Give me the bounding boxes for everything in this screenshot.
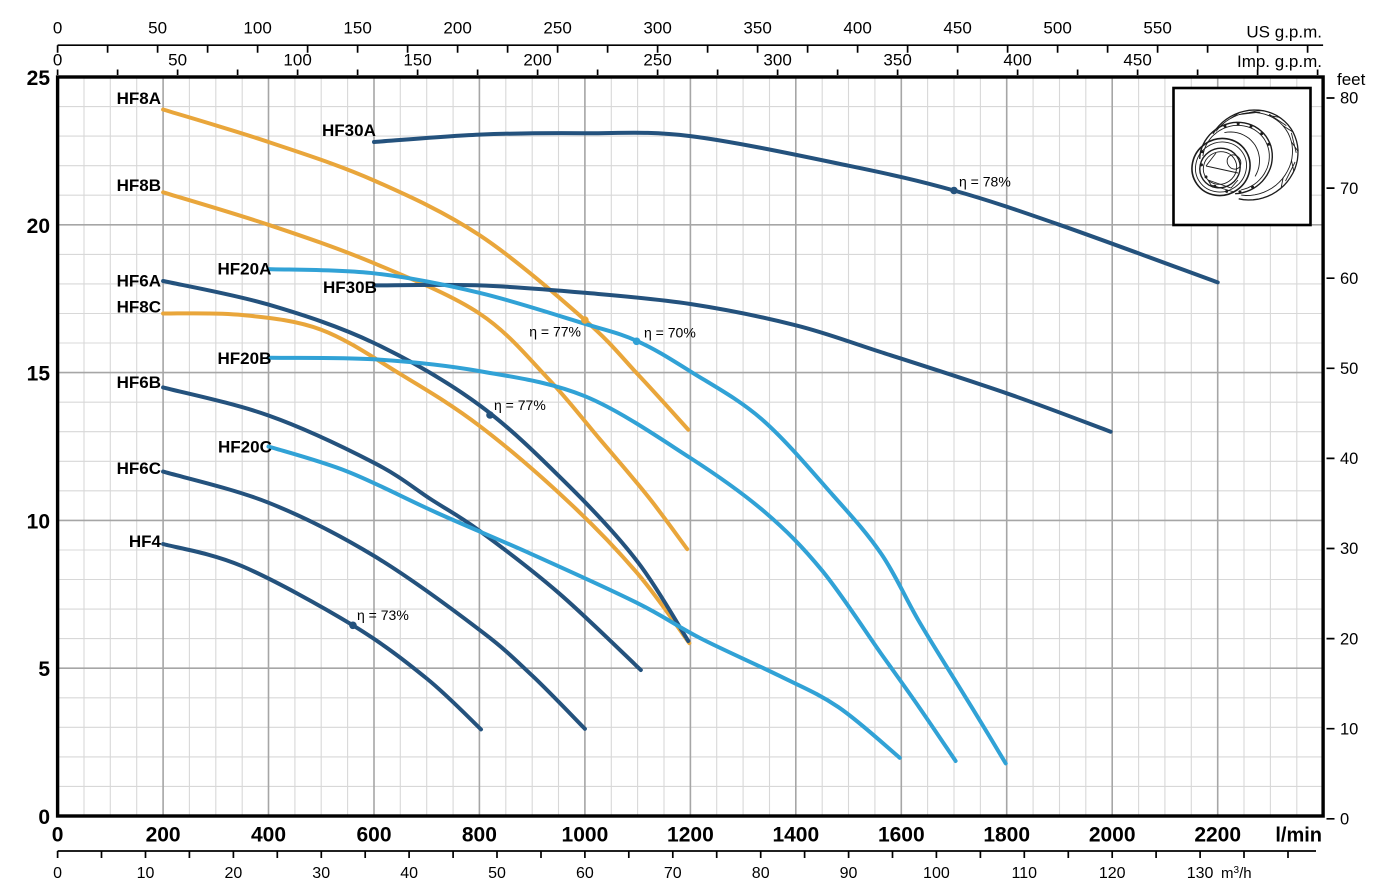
svg-text:η = 70%: η = 70%	[644, 325, 696, 341]
svg-text:feet: feet	[1337, 70, 1366, 89]
svg-text:350: 350	[743, 19, 771, 38]
svg-text:600: 600	[356, 824, 391, 847]
svg-text:40: 40	[400, 865, 418, 882]
svg-text:1000: 1000	[562, 824, 609, 847]
svg-text:HF30B: HF30B	[323, 278, 377, 297]
svg-text:0: 0	[53, 19, 62, 38]
svg-text:400: 400	[1003, 51, 1031, 70]
svg-text:300: 300	[763, 51, 791, 70]
svg-text:90: 90	[840, 865, 858, 882]
svg-text:130: 130	[1187, 865, 1214, 882]
svg-text:60: 60	[576, 865, 594, 882]
svg-text:2000: 2000	[1089, 824, 1136, 847]
svg-text:HF8B: HF8B	[117, 176, 161, 195]
svg-text:80: 80	[752, 865, 770, 882]
svg-text:100: 100	[243, 19, 271, 38]
svg-text:250: 250	[543, 19, 571, 38]
svg-text:80: 80	[1340, 90, 1358, 108]
svg-text:5: 5	[38, 658, 50, 681]
svg-text:25: 25	[27, 67, 51, 90]
svg-text:HF20A: HF20A	[218, 260, 272, 279]
svg-text:US g.p.m.: US g.p.m.	[1246, 23, 1322, 42]
svg-text:400: 400	[251, 824, 286, 847]
svg-text:HF8C: HF8C	[117, 298, 161, 317]
svg-text:100: 100	[923, 865, 950, 882]
svg-text:450: 450	[943, 19, 971, 38]
svg-text:15: 15	[27, 363, 51, 386]
svg-text:120: 120	[1099, 865, 1126, 882]
svg-text:450: 450	[1123, 51, 1151, 70]
svg-text:1400: 1400	[772, 824, 819, 847]
svg-text:200: 200	[443, 19, 471, 38]
svg-text:50: 50	[168, 51, 187, 70]
svg-text:0: 0	[52, 824, 64, 847]
svg-text:HF6B: HF6B	[117, 373, 161, 392]
svg-text:l/min: l/min	[1275, 825, 1322, 847]
svg-text:60: 60	[1340, 270, 1358, 288]
svg-text:300: 300	[643, 19, 671, 38]
svg-text:500: 500	[1043, 19, 1071, 38]
svg-text:20: 20	[27, 215, 50, 238]
svg-text:10: 10	[137, 865, 155, 882]
svg-text:0: 0	[53, 865, 62, 882]
svg-text:250: 250	[643, 51, 671, 70]
svg-text:550: 550	[1143, 19, 1171, 38]
svg-text:1600: 1600	[878, 824, 925, 847]
svg-text:30: 30	[1340, 540, 1358, 558]
svg-text:200: 200	[146, 824, 181, 847]
svg-text:40: 40	[1340, 450, 1358, 468]
svg-text:HF30A: HF30A	[322, 121, 376, 140]
svg-text:HF20B: HF20B	[218, 349, 272, 368]
svg-text:50: 50	[148, 19, 167, 38]
svg-text:50: 50	[488, 865, 506, 882]
svg-text:HF6A: HF6A	[117, 272, 161, 291]
svg-text:20: 20	[1340, 630, 1358, 648]
svg-text:400: 400	[843, 19, 871, 38]
svg-text:2200: 2200	[1194, 824, 1241, 847]
svg-text:Imp. g.p.m.: Imp. g.p.m.	[1237, 52, 1322, 71]
svg-text:0: 0	[53, 51, 62, 70]
svg-text:η = 73%: η = 73%	[357, 607, 409, 623]
svg-text:0: 0	[1340, 811, 1349, 829]
svg-text:150: 150	[403, 51, 431, 70]
svg-text:HF6C: HF6C	[117, 459, 161, 478]
svg-text:1200: 1200	[667, 824, 714, 847]
svg-text:m3/h: m3/h	[1221, 865, 1252, 882]
svg-text:0: 0	[38, 806, 50, 829]
svg-text:1800: 1800	[983, 824, 1030, 847]
svg-text:η = 78%: η = 78%	[959, 174, 1011, 190]
svg-text:HF4: HF4	[129, 532, 162, 551]
svg-text:200: 200	[523, 51, 551, 70]
svg-text:100: 100	[283, 51, 311, 70]
svg-text:70: 70	[1340, 180, 1358, 198]
svg-text:350: 350	[883, 51, 911, 70]
svg-text:η = 77%: η = 77%	[494, 397, 546, 413]
svg-text:20: 20	[225, 865, 243, 882]
svg-text:HF20C: HF20C	[218, 438, 272, 457]
svg-text:η = 77%: η = 77%	[529, 324, 581, 340]
svg-text:10: 10	[27, 510, 50, 533]
svg-text:HF8A: HF8A	[117, 89, 161, 108]
svg-text:50: 50	[1340, 360, 1358, 378]
svg-text:110: 110	[1012, 865, 1038, 882]
svg-text:70: 70	[664, 865, 682, 882]
svg-text:150: 150	[343, 19, 371, 38]
svg-text:30: 30	[312, 865, 330, 882]
svg-text:800: 800	[462, 824, 497, 847]
svg-text:10: 10	[1340, 720, 1358, 738]
